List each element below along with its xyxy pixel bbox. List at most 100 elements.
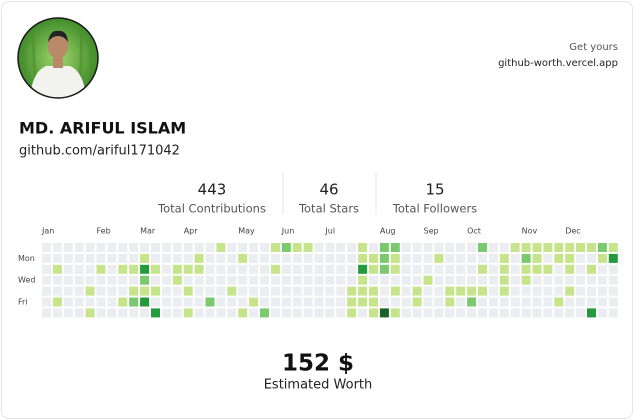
contribution-cell [107, 253, 117, 263]
contribution-cell [270, 308, 280, 318]
contribution-cell [401, 264, 411, 274]
contribution-cell [532, 253, 542, 263]
contribution-cell [412, 286, 422, 296]
contribution-cell [74, 308, 84, 318]
contribution-cell [281, 275, 291, 285]
contribution-cell [554, 308, 564, 318]
contribution-cell [238, 275, 248, 285]
contribution-cell [107, 297, 117, 307]
contribution-cell [151, 286, 160, 296]
contribution-cell [249, 264, 259, 274]
contribution-cell [412, 275, 422, 285]
contribution-cell [227, 297, 237, 307]
contribution-cell [390, 275, 400, 285]
contribution-cell [85, 253, 95, 263]
contribution-cell [260, 243, 269, 252]
stat-label: Total Contributions [157, 202, 266, 216]
contribution-cell [445, 264, 455, 274]
contribution-cell [129, 275, 139, 285]
contribution-cell [587, 253, 596, 263]
contribution-cell [183, 264, 193, 274]
contribution-cell [499, 286, 509, 296]
contribution-cell [270, 297, 280, 307]
day-label: Mon [18, 254, 35, 263]
contribution-cell [597, 286, 607, 296]
profile-username: github.com/ariful171042 [19, 144, 180, 159]
contribution-cell [565, 243, 575, 252]
contribution-cell [434, 264, 444, 274]
contribution-cell [205, 286, 215, 296]
contribution-cell [216, 253, 226, 263]
contribution-cell [467, 264, 477, 274]
contribution-cell [238, 286, 248, 296]
contribution-cell [608, 297, 618, 307]
contribution-cell [63, 264, 73, 274]
contribution-cell [129, 297, 139, 307]
contribution-cell [478, 286, 487, 296]
contribution-cell [183, 308, 193, 318]
contribution-cell [107, 275, 117, 285]
contribution-cell [336, 264, 346, 274]
contribution-cell [281, 253, 291, 263]
contribution-cell [140, 297, 150, 307]
contribution-cell [172, 275, 182, 285]
contribution-cell [292, 297, 302, 307]
contribution-cell [172, 243, 182, 252]
contribution-cell [325, 275, 335, 285]
contribution-cell [488, 297, 498, 307]
contribution-cell [358, 308, 368, 318]
contribution-cell [161, 264, 171, 274]
contribution-cell [129, 308, 139, 318]
contribution-cell [401, 297, 411, 307]
contribution-cell [336, 243, 346, 252]
contribution-cell [445, 275, 455, 285]
contribution-cell [456, 264, 466, 274]
contribution-cell [260, 275, 269, 285]
contribution-cell [216, 308, 226, 318]
contribution-cell [597, 297, 607, 307]
contribution-cell [499, 264, 509, 274]
contribution-cell [587, 308, 596, 318]
contribution-cell [194, 253, 204, 263]
contribution-cell [205, 297, 215, 307]
contribution-cell [336, 275, 346, 285]
contribution-cell [488, 308, 498, 318]
cta-link[interactable]: github-worth.vercel.app [498, 58, 618, 69]
contribution-cell [587, 264, 596, 274]
contribution-cell [456, 308, 466, 318]
contribution-cell [52, 275, 62, 285]
contribution-cell [151, 308, 160, 318]
contribution-cell [478, 275, 487, 285]
contribution-cell [205, 243, 215, 252]
contribution-cell [281, 308, 291, 318]
contribution-cell [434, 286, 444, 296]
contribution-cell [161, 297, 171, 307]
contribution-cell [194, 275, 204, 285]
contribution-cell [543, 275, 553, 285]
contribution-cell [456, 286, 466, 296]
contribution-cell [608, 286, 618, 296]
contribution-cell [543, 243, 553, 252]
contribution-cell [292, 275, 302, 285]
contribution-cell [467, 308, 477, 318]
contribution-cell [358, 253, 368, 263]
contribution-cell [227, 286, 237, 296]
contribution-cell [554, 243, 564, 252]
contribution-cell [478, 297, 487, 307]
contribution-cell [467, 275, 477, 285]
contribution-cell [445, 243, 455, 252]
contribution-cell [488, 253, 498, 263]
contribution-cell [42, 264, 51, 274]
contribution-cell [161, 243, 171, 252]
contribution-cell [63, 275, 73, 285]
contribution-cell [347, 297, 357, 307]
contribution-cell [85, 275, 95, 285]
contribution-cell [205, 308, 215, 318]
contribution-cell [161, 286, 171, 296]
contribution-cell [347, 308, 357, 318]
contribution-cell [63, 286, 73, 296]
contribution-cell [161, 253, 171, 263]
contribution-cell [369, 286, 378, 296]
profile-name: MD. ARIFUL ISLAM [19, 119, 186, 138]
